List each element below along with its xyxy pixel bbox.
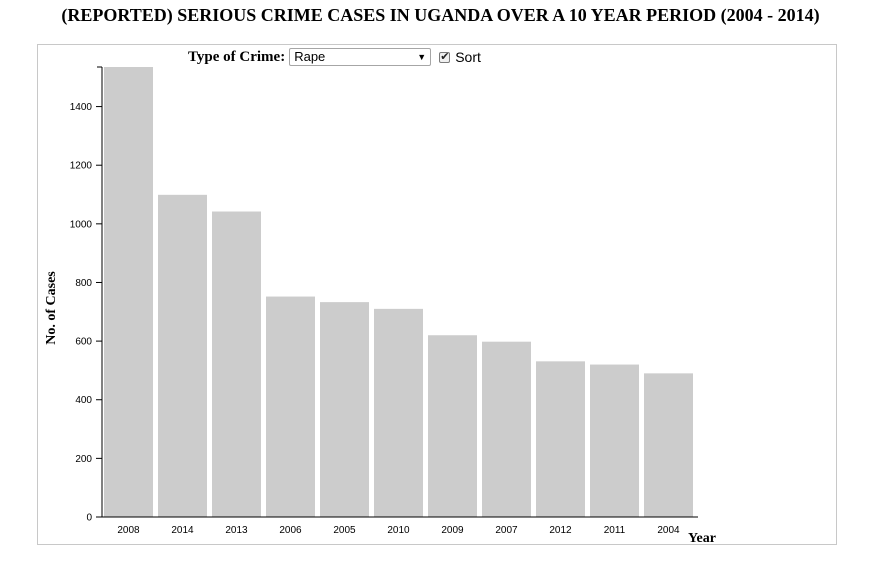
x-tick-label: 2012	[549, 525, 572, 536]
bar-2010	[374, 308, 423, 517]
page-title: (REPORTED) SERIOUS CRIME CASES IN UGANDA…	[61, 5, 820, 25]
bar-2006	[266, 296, 315, 517]
y-tick-label: 600	[75, 337, 92, 348]
x-tick-label: 2008	[117, 525, 140, 536]
y-tick-label: 800	[75, 278, 92, 289]
x-tick-label: 2004	[657, 525, 680, 536]
crime-type-label: Type of Crime:	[188, 48, 286, 65]
y-tick-label: 1400	[70, 102, 93, 113]
x-axis-title: Year	[688, 531, 716, 546]
x-tick-label: 2006	[279, 525, 302, 536]
bar-2011	[590, 364, 639, 517]
bar-2004	[644, 373, 693, 517]
bar-2009	[428, 335, 477, 517]
bar-2007	[482, 341, 531, 517]
bar-2014	[158, 194, 207, 517]
bar-2012	[536, 361, 585, 517]
y-axis: 0 200 400 600 800 1000 1200 1400	[70, 66, 103, 524]
y-axis-title: No. of Cases	[44, 271, 59, 345]
bar-2008	[104, 67, 153, 517]
x-tick-label: 2011	[604, 525, 626, 536]
bar-2013	[212, 211, 261, 517]
y-tick-label: 400	[75, 395, 92, 406]
crime-type-select[interactable]: Rape ▼	[289, 48, 432, 66]
y-tick-label: 1000	[70, 219, 93, 230]
x-tick-label: 2007	[495, 525, 518, 536]
chevron-down-icon: ▼	[417, 52, 427, 62]
x-tick-label: 2010	[387, 525, 410, 536]
y-tick-label: 200	[75, 454, 92, 465]
x-tick-label: 2013	[225, 525, 248, 536]
sort-checkbox[interactable]: ✔	[439, 49, 451, 63]
y-tick-label: 0	[86, 513, 92, 524]
sort-label: Sort	[455, 49, 481, 65]
y-tick-label: 1200	[70, 161, 93, 172]
checkmark-icon: ✔	[440, 49, 450, 63]
x-tick-label: 2005	[333, 525, 356, 536]
x-tick-label: 2014	[171, 525, 194, 536]
bar-2005	[320, 302, 369, 517]
x-tick-label: 2009	[441, 525, 464, 536]
crime-type-selected-value: Rape	[294, 49, 326, 64]
chart-controls: Type of Crime: Rape ▼ ✔ Sort	[188, 47, 481, 67]
x-axis: 2008 2014 2013 2006 2005 2010 2009 2007 2012 2011…	[102, 516, 698, 536]
bars-group	[104, 67, 693, 517]
